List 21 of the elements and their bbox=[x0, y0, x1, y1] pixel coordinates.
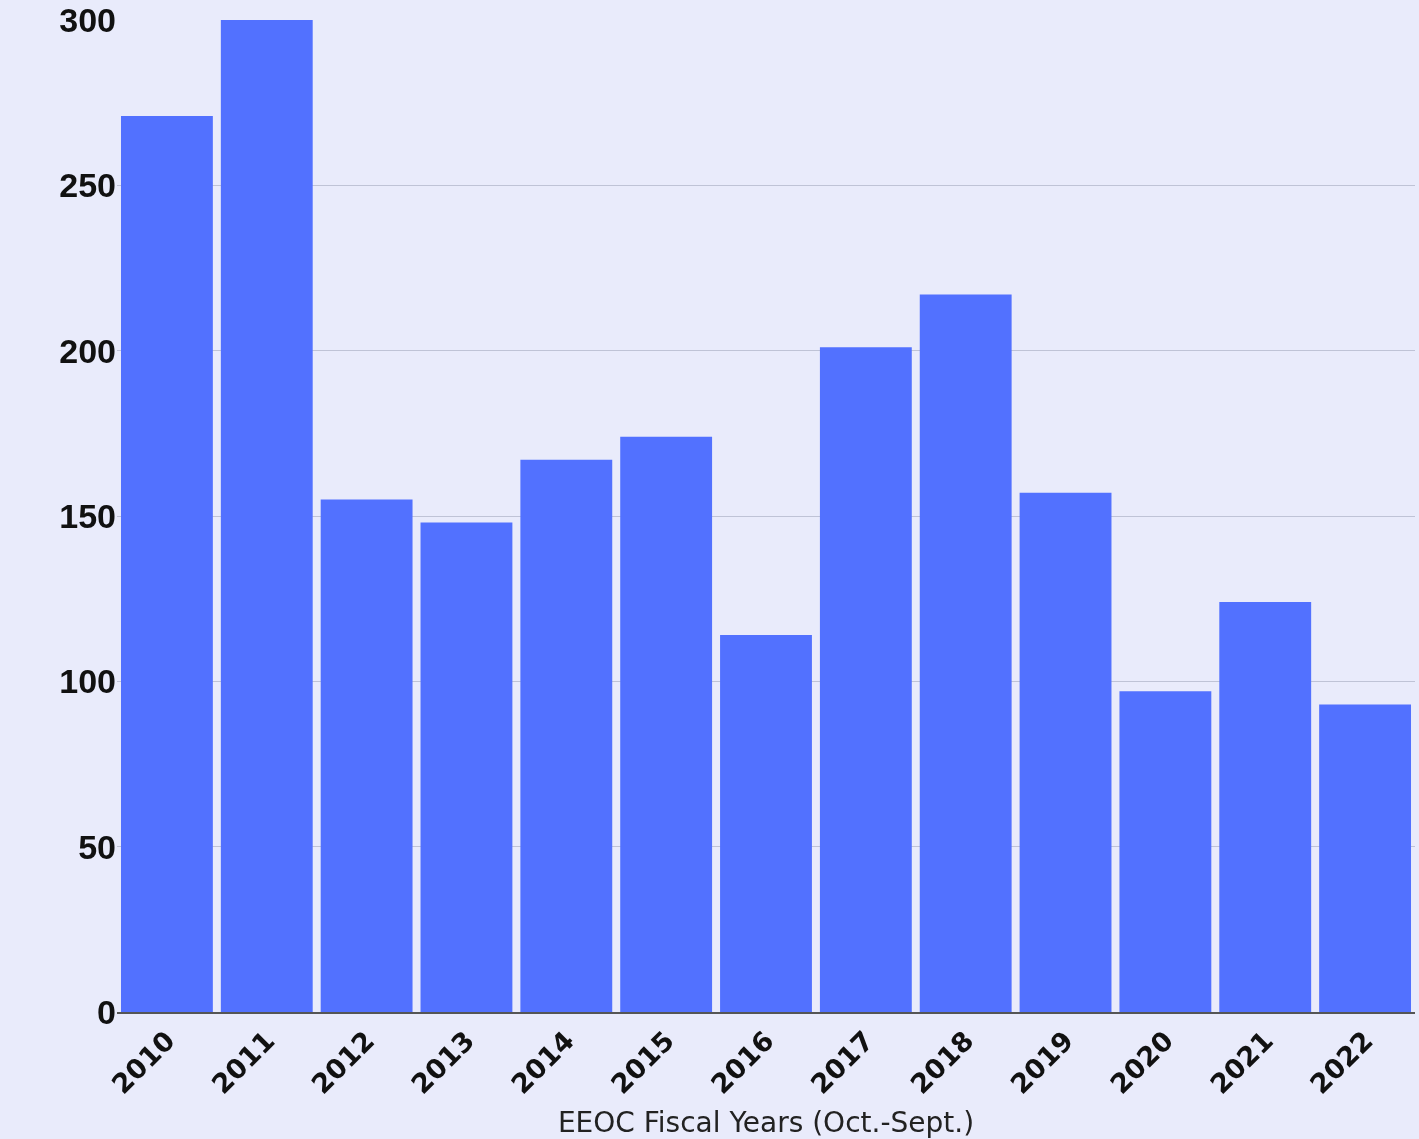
bar bbox=[620, 436, 713, 1012]
bar bbox=[1319, 704, 1412, 1012]
y-tick-label: 200 bbox=[59, 331, 116, 370]
bar bbox=[120, 115, 213, 1012]
y-tick-label: 100 bbox=[59, 662, 116, 701]
x-axis-title: EEOC Fiscal Years (Oct.-Sept.) bbox=[557, 1106, 975, 1139]
bar bbox=[520, 459, 613, 1012]
bar bbox=[220, 20, 313, 1012]
y-tick-label: 300 bbox=[59, 0, 116, 39]
y-tick-label: 50 bbox=[78, 827, 116, 866]
bar bbox=[1019, 492, 1112, 1012]
bar bbox=[1219, 601, 1312, 1012]
y-tick-label: 250 bbox=[59, 166, 116, 205]
bar bbox=[819, 347, 912, 1012]
bar bbox=[720, 635, 812, 1012]
bar bbox=[320, 499, 413, 1012]
y-tick-label: 150 bbox=[59, 496, 116, 535]
bar bbox=[420, 522, 513, 1012]
bar bbox=[919, 294, 1012, 1012]
bar bbox=[1119, 691, 1212, 1012]
y-tick-label: 0 bbox=[97, 992, 116, 1031]
